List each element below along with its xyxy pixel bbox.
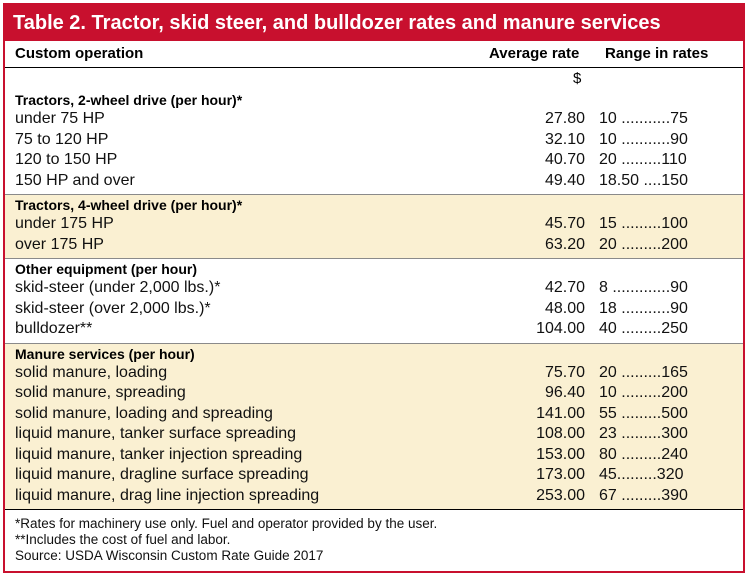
table-row: bulldozer** 104.00 40 .........250 [5, 319, 743, 340]
row-average: 42.70 [544, 279, 585, 296]
row-range: 67 .........390 [599, 486, 688, 504]
row-range: 20 .........165 [599, 363, 688, 381]
row-range: 10 ...........90 [599, 130, 688, 148]
row-label: under 75 HP [15, 110, 105, 127]
row-average: 253.00 [536, 486, 585, 504]
group-title: Other equipment (per hour) [15, 261, 197, 277]
table-title: Table 2. Tractor, skid steer, and bulldo… [5, 5, 743, 41]
row-range: 40 .........250 [599, 320, 688, 337]
row-average: 173.00 [536, 466, 585, 483]
row-average: 141.00 [536, 404, 585, 422]
row-range: 8 .............90 [599, 279, 688, 296]
column-header-range: Range in rates [605, 45, 709, 62]
row-label: 120 to 150 HP [15, 151, 118, 168]
row-average: 96.40 [544, 384, 585, 401]
row-range: 10 ...........75 [599, 110, 688, 127]
row-range: 55 .........500 [599, 404, 688, 422]
table-row: liquid manure, tanker injection spreadin… [5, 445, 743, 466]
row-label: 75 to 120 HP [15, 130, 109, 148]
table-row: over 175 HP 63.20 20 .........200 [5, 235, 743, 256]
footnote-fuel-labor: **Includes the cost of fuel and labor. [15, 532, 231, 547]
row-range: 18 ...........90 [599, 299, 688, 317]
row-label: skid-steer (under 2,000 lbs.)* [15, 279, 221, 296]
table-row: 75 to 120 HP 32.10 10 ...........90 [5, 130, 743, 151]
row-range: 18.50 ....150 [599, 171, 688, 189]
unit-row: $ [5, 68, 743, 90]
row-range: 15 .........100 [599, 215, 688, 232]
row-label: solid manure, spreading [15, 384, 186, 401]
row-range: 20 .........110 [599, 151, 687, 168]
row-label: liquid manure, dragline surface spreadin… [15, 466, 309, 483]
row-average: 153.00 [536, 445, 585, 463]
row-label: skid-steer (over 2,000 lbs.)* [15, 299, 211, 317]
row-average: 75.70 [544, 363, 585, 381]
row-range: 45.........320 [599, 466, 684, 483]
row-label: solid manure, loading and spreading [15, 404, 273, 422]
table-row: solid manure, loading and spreading 141.… [5, 404, 743, 425]
row-average: 63.20 [544, 235, 585, 253]
group-other-equipment: Other equipment (per hour) skid-steer (u… [5, 258, 743, 343]
row-label: liquid manure, drag line injection sprea… [15, 486, 320, 504]
table-row: liquid manure, dragline surface spreadin… [5, 465, 743, 486]
table-row: 120 to 150 HP 40.70 20 .........110 [5, 150, 743, 171]
footnote-machinery: *Rates for machinery use only. Fuel and … [15, 516, 438, 531]
table-row: liquid manure, tanker surface spreading … [5, 424, 743, 445]
footnotes: *Rates for machinery use only. Fuel and … [5, 509, 743, 564]
column-header-row: Custom operation Average rate Range in r… [5, 41, 743, 68]
group-title: Tractors, 4-wheel drive (per hour)* [15, 197, 243, 213]
group-title: Tractors, 2-wheel drive (per hour)* [15, 92, 243, 108]
row-range: 20 .........200 [599, 235, 688, 253]
group-title: Manure services (per hour) [15, 345, 195, 362]
row-label: under 175 HP [15, 215, 114, 232]
row-average: 108.00 [536, 425, 585, 442]
row-average: 45.70 [544, 215, 585, 232]
row-average: 32.10 [544, 130, 585, 148]
row-label: solid manure, loading [15, 363, 168, 381]
column-header-average: Average rate [489, 45, 580, 62]
row-average: 48.00 [544, 299, 585, 317]
table-row: skid-steer (under 2,000 lbs.)* 42.70 8 .… [5, 278, 743, 299]
row-average: 27.80 [544, 110, 585, 127]
table-row: under 75 HP 27.80 10 ...........75 [5, 109, 743, 130]
table-row: skid-steer (over 2,000 lbs.)* 48.00 18 .… [5, 299, 743, 320]
group-tractors-4wd: Tractors, 4-wheel drive (per hour)* unde… [5, 194, 743, 258]
table-row: solid manure, spreading 96.40 10 .......… [5, 383, 743, 404]
table-row: 150 HP and over 49.40 18.50 ....150 [5, 171, 743, 192]
row-range: 80 .........240 [599, 445, 688, 463]
column-header-operation: Custom operation [15, 45, 144, 62]
row-average: 49.40 [544, 171, 585, 189]
table-row: under 175 HP 45.70 15 .........100 [5, 214, 743, 235]
row-label: over 175 HP [15, 235, 104, 253]
row-average: 40.70 [544, 151, 585, 168]
row-label: liquid manure, tanker surface spreading [15, 425, 297, 442]
row-label: bulldozer** [15, 320, 93, 337]
table-row: liquid manure, drag line injection sprea… [5, 486, 743, 507]
group-tractors-2wd: Tractors, 2-wheel drive (per hour)* unde… [5, 90, 743, 194]
row-label: 150 HP and over [15, 171, 135, 189]
row-range: 10 .........200 [599, 384, 688, 401]
unit-label: $ [573, 70, 582, 87]
source-note: Source: USDA Wisconsin Custom Rate Guide… [15, 548, 324, 563]
row-average: 104.00 [536, 320, 585, 337]
group-manure-services: Manure services (per hour) solid manure,… [5, 342, 743, 509]
table-frame: Table 2. Tractor, skid steer, and bulldo… [3, 3, 745, 573]
row-label: liquid manure, tanker injection spreadin… [15, 445, 303, 463]
row-range: 23 .........300 [599, 425, 688, 442]
table-row: solid manure, loading 75.70 20 .........… [5, 363, 743, 384]
